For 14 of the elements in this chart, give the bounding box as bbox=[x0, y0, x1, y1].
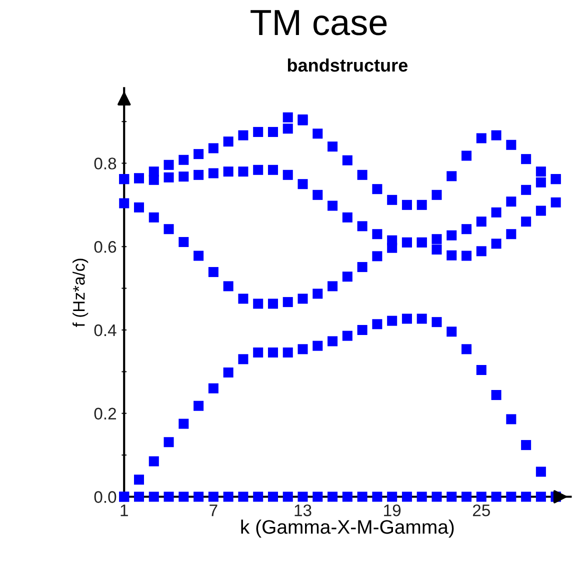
x-tick-label: 13 bbox=[294, 504, 312, 516]
y-tick-label: 0.8 bbox=[94, 158, 116, 170]
y-axis-title: f (Hz*a/c) bbox=[72, 258, 88, 327]
x-tick-label: 25 bbox=[472, 504, 490, 516]
y-tick-label: 0.4 bbox=[94, 324, 116, 336]
y-tick-label: 0.6 bbox=[94, 241, 116, 253]
chart-title: TM case bbox=[250, 10, 387, 36]
x-tick-label: 19 bbox=[384, 504, 401, 516]
x-tick-label: 7 bbox=[210, 504, 218, 516]
y-tick-label: 0.2 bbox=[94, 408, 116, 420]
x-tick-label: 1 bbox=[120, 504, 128, 516]
x-axis-title: k (Gamma-X-M-Gamma) bbox=[241, 520, 454, 538]
y-tick-label: 0.0 bbox=[94, 491, 116, 503]
chart-subtitle: bandstructure bbox=[288, 58, 408, 72]
